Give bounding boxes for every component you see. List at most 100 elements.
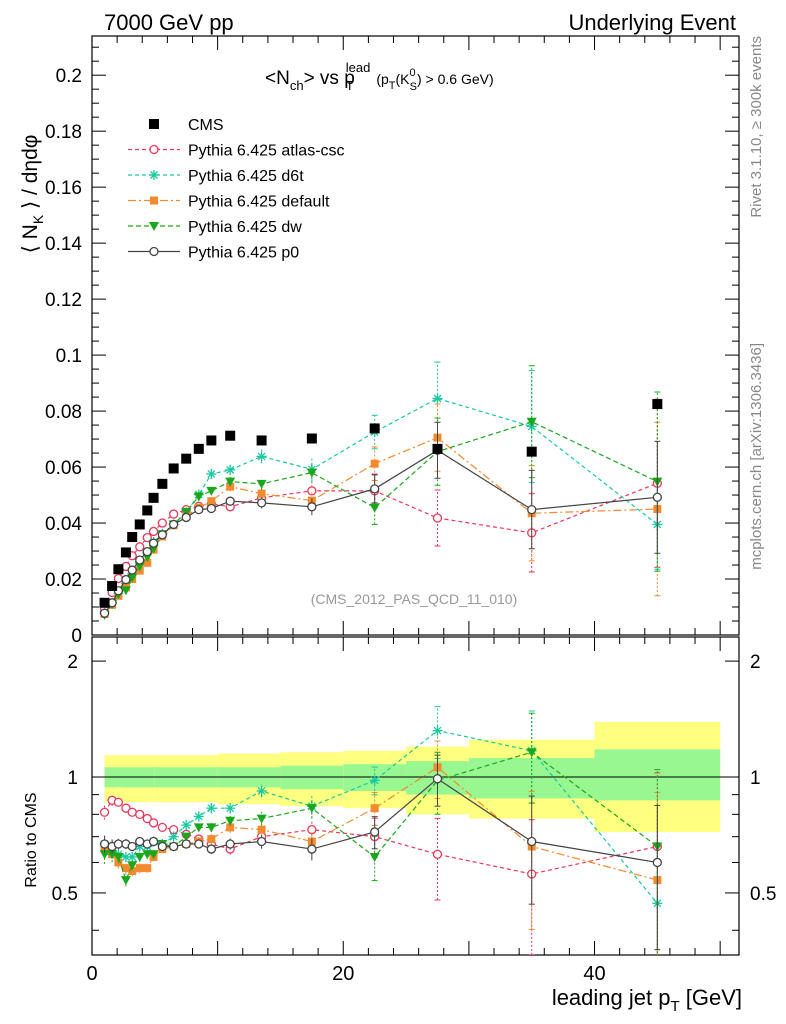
legend-marker bbox=[149, 246, 159, 257]
ratio-series-p0 bbox=[99, 754, 662, 951]
ratio-point bbox=[142, 850, 153, 860]
series-d6t bbox=[99, 361, 663, 619]
data-point bbox=[225, 430, 236, 441]
point bbox=[225, 464, 236, 475]
data-point bbox=[652, 399, 663, 410]
data-point bbox=[193, 443, 204, 454]
point bbox=[157, 530, 168, 540]
ratio-point bbox=[226, 823, 235, 832]
legend-label: Pythia 6.425 atlas-csc bbox=[188, 143, 345, 160]
point bbox=[225, 496, 235, 506]
series-cms bbox=[99, 399, 663, 608]
y-tick-label: 0.2 bbox=[56, 66, 82, 87]
point bbox=[99, 608, 110, 618]
ratio-point bbox=[256, 785, 267, 796]
y-tick-label: 0 bbox=[71, 626, 82, 647]
legend-label: Pythia 6.425 dw bbox=[188, 219, 302, 236]
ratio-point bbox=[135, 836, 145, 847]
star-stroke bbox=[182, 821, 191, 830]
header-left: 7000 GeV pp bbox=[104, 10, 234, 35]
ratio-point bbox=[256, 814, 267, 824]
y-tick-label: 0.1 bbox=[56, 346, 82, 367]
main-frame bbox=[91, 35, 740, 636]
ratio-point bbox=[121, 803, 131, 813]
ratio-frame bbox=[91, 636, 740, 956]
point bbox=[148, 526, 159, 537]
point bbox=[306, 468, 317, 478]
point bbox=[148, 538, 159, 548]
header-right: Underlying Event bbox=[568, 10, 736, 35]
ratio-y-tick-label: 1 bbox=[67, 768, 78, 789]
y-tick-label: 0.02 bbox=[45, 570, 82, 591]
ratio-point bbox=[193, 823, 204, 833]
legend-label: CMS bbox=[188, 117, 224, 134]
point bbox=[206, 503, 216, 514]
point bbox=[194, 504, 204, 515]
ratio-point bbox=[527, 836, 537, 847]
data-point bbox=[127, 532, 138, 543]
plot-title: <Nch> vs pTlead(pT(K0 S) > 0.6 GeV) bbox=[265, 60, 494, 93]
point bbox=[206, 486, 217, 496]
axes: 0 20 40 0 0.02 0.04 0.06 0.08 0.1 0.12 0.14 0.16 0.1… bbox=[45, 35, 776, 985]
star-stroke bbox=[370, 776, 379, 785]
star-stroke bbox=[226, 465, 235, 474]
ratio-point bbox=[120, 876, 131, 886]
y-tick-label: 0.04 bbox=[45, 514, 82, 535]
point bbox=[432, 393, 443, 404]
ratio-point bbox=[127, 861, 138, 871]
point bbox=[256, 479, 267, 489]
ratio-point bbox=[135, 809, 145, 819]
point bbox=[135, 542, 145, 552]
data-point bbox=[134, 519, 145, 530]
ratio-point bbox=[370, 804, 379, 813]
legend-item: Pythia 6.425 d6t bbox=[128, 168, 304, 185]
point bbox=[527, 504, 537, 515]
ratio-point bbox=[128, 867, 137, 876]
point bbox=[370, 484, 380, 494]
point bbox=[206, 469, 217, 480]
data-point bbox=[526, 446, 537, 457]
ratio-point bbox=[225, 839, 235, 849]
point bbox=[142, 532, 152, 543]
data-point bbox=[142, 505, 153, 516]
data-point bbox=[113, 564, 124, 575]
ratio-point bbox=[120, 851, 131, 862]
ratio-point bbox=[148, 850, 159, 860]
star-stroke bbox=[207, 470, 216, 479]
ratio-line bbox=[104, 729, 658, 904]
star-stroke bbox=[169, 832, 178, 841]
ratio-point bbox=[143, 864, 152, 873]
ratio-y-tick-label: 0.5 bbox=[52, 884, 78, 905]
star-stroke bbox=[433, 394, 442, 403]
point bbox=[127, 573, 138, 583]
series-line bbox=[104, 436, 658, 615]
legend-marker bbox=[149, 222, 159, 231]
ratio-point bbox=[225, 816, 236, 826]
star-stroke bbox=[207, 804, 216, 813]
ratio-point bbox=[113, 797, 124, 807]
point bbox=[256, 498, 267, 508]
ratio-point bbox=[169, 841, 179, 852]
ratio-point bbox=[121, 864, 130, 873]
series-line bbox=[104, 449, 658, 614]
ratio-point bbox=[113, 839, 124, 849]
analysis-id: (CMS_2012_PAS_QCD_11_010) bbox=[311, 591, 518, 607]
x-tick-label: 20 bbox=[332, 963, 354, 985]
point bbox=[120, 586, 131, 596]
ratio-point bbox=[194, 839, 204, 849]
point bbox=[652, 492, 662, 502]
ratio-point bbox=[157, 841, 168, 852]
ratio-series bbox=[99, 706, 663, 955]
point bbox=[207, 497, 216, 506]
point bbox=[307, 486, 317, 496]
ratio-y-tick-label-right: 2 bbox=[750, 652, 761, 673]
data-point bbox=[369, 423, 380, 434]
point bbox=[181, 507, 192, 517]
series-dw bbox=[99, 365, 663, 620]
point bbox=[169, 519, 179, 530]
ratio-point bbox=[307, 844, 317, 854]
ratio-y-tick-label-right: 1 bbox=[750, 768, 761, 789]
data-point bbox=[120, 547, 131, 558]
x-axis-label: leading jet pT [GeV] bbox=[552, 985, 742, 1015]
